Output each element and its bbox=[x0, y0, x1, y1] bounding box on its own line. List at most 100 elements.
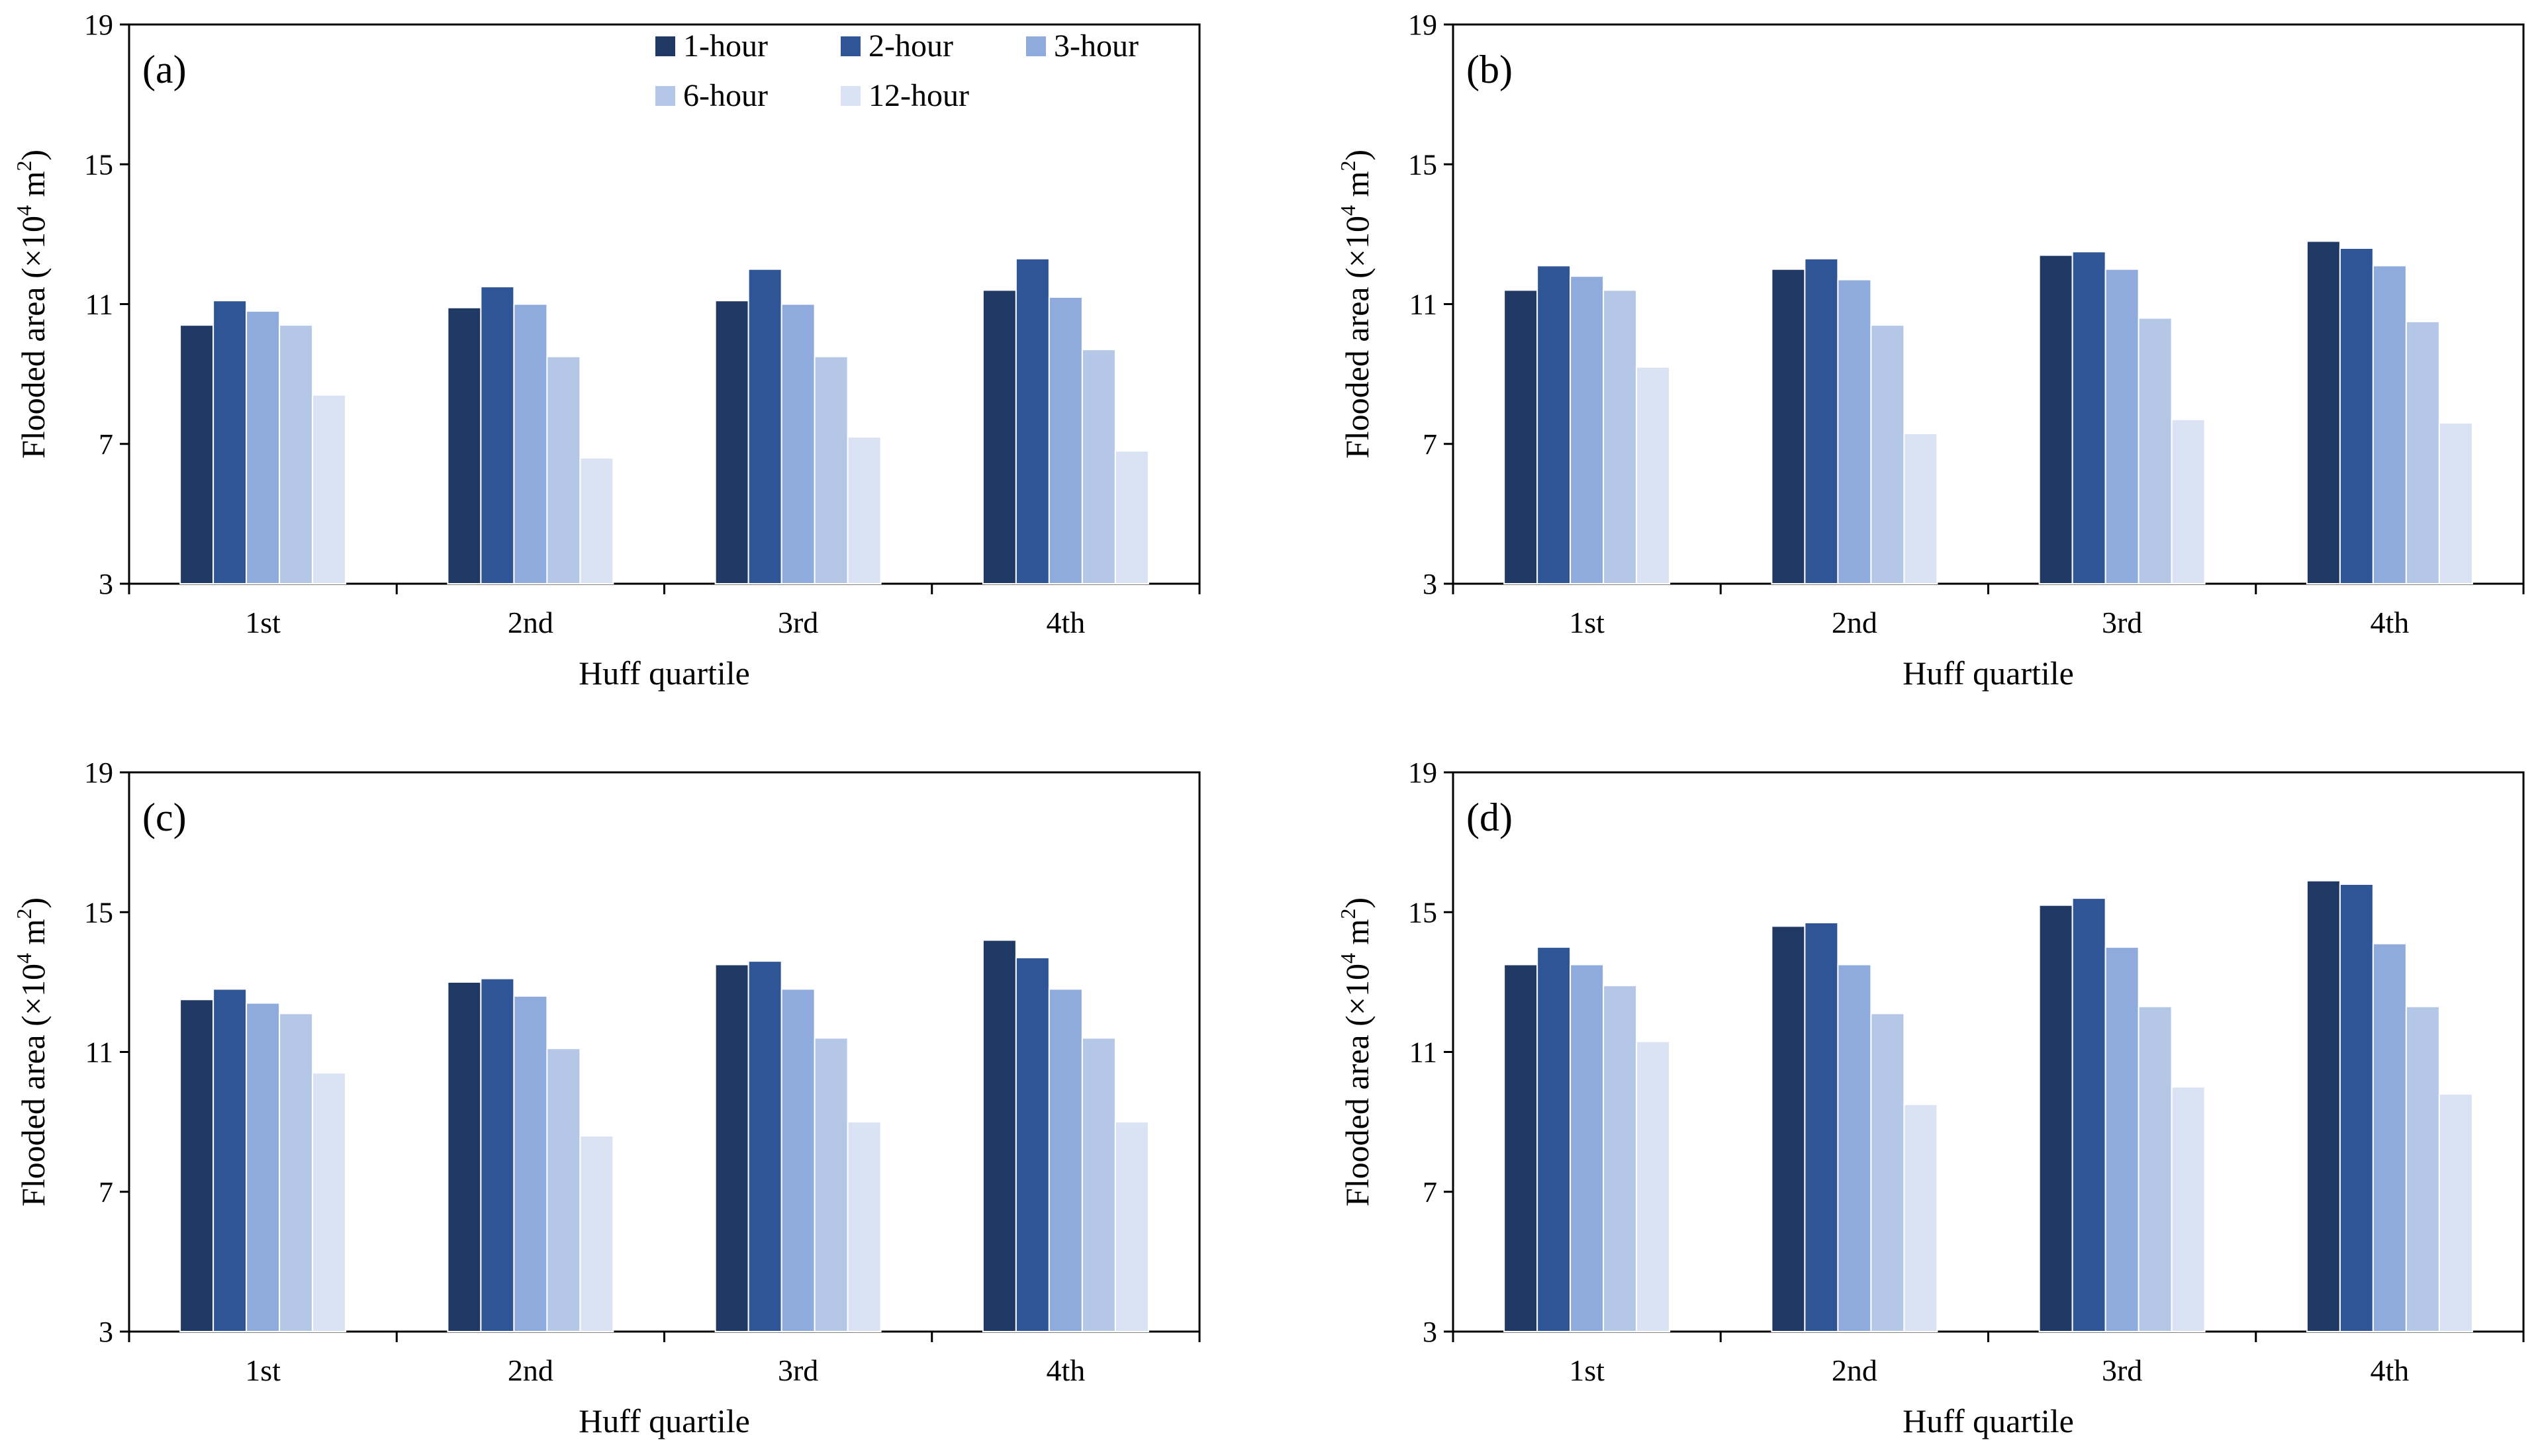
x-tick-label: 4th bbox=[2370, 606, 2409, 639]
y-axis-title-part: ) bbox=[1339, 897, 1376, 909]
x-tick-label: 2nd bbox=[1832, 1353, 1877, 1387]
bar-1-hour-4th bbox=[982, 289, 1017, 584]
bar-1-hour-3rd bbox=[2038, 904, 2073, 1332]
bar-2-hour-2nd bbox=[1804, 257, 1839, 584]
bar-1-hour-4th bbox=[2306, 240, 2341, 584]
y-axis-title-part: m bbox=[1339, 171, 1376, 206]
bar-1-hour-1st bbox=[1503, 289, 1538, 584]
bar-2-hour-2nd bbox=[480, 978, 515, 1332]
x-tick-label: 2nd bbox=[1832, 606, 1877, 639]
bar-12-hour-3rd bbox=[2171, 1086, 2206, 1332]
y-tick-label: 19 bbox=[84, 756, 113, 789]
y-tick-label: 19 bbox=[1408, 9, 1437, 41]
panel-label: (a) bbox=[142, 48, 187, 91]
legend-swatch-1-hour bbox=[655, 36, 675, 56]
y-axis-title-part: Flooded area (×10 bbox=[15, 964, 52, 1206]
legend-label-3-hour: 3-hour bbox=[1054, 28, 1139, 64]
bar-12-hour-2nd bbox=[1903, 432, 1938, 584]
bar-6-hour-3rd bbox=[2138, 1005, 2173, 1332]
x-tick-label: 1st bbox=[1569, 1353, 1605, 1387]
y-tick-label: 15 bbox=[84, 148, 113, 181]
bar-6-hour-1st bbox=[1603, 289, 1638, 584]
bar-1-hour-3rd bbox=[714, 300, 749, 584]
bar-2-hour-1st bbox=[1536, 265, 1572, 584]
y-tick-label: 11 bbox=[85, 289, 113, 321]
bar-3-hour-3rd bbox=[2104, 946, 2140, 1332]
bar-6-hour-4th bbox=[1081, 349, 1116, 584]
bar-3-hour-4th bbox=[1048, 988, 1083, 1332]
x-tick-label: 1st bbox=[245, 606, 281, 639]
y-axis-title-part: 2 bbox=[1336, 161, 1360, 171]
bar-1-hour-3rd bbox=[2038, 254, 2073, 584]
y-tick-label: 3 bbox=[99, 1316, 113, 1348]
bar-6-hour-4th bbox=[2405, 1005, 2440, 1332]
bar-6-hour-2nd bbox=[1870, 324, 1905, 584]
y-axis-title-part: 4 bbox=[12, 205, 36, 216]
x-tick-label: 1st bbox=[245, 1353, 281, 1387]
bar-12-hour-3rd bbox=[2171, 418, 2206, 584]
y-axis-title: Flooded area (×104 m2) bbox=[12, 897, 52, 1206]
y-axis-title: Flooded area (×104 m2) bbox=[12, 150, 52, 459]
bar-3-hour-4th bbox=[2372, 942, 2407, 1332]
bar-6-hour-1st bbox=[279, 324, 314, 584]
legend-label-1-hour: 1-hour bbox=[683, 28, 768, 64]
bar-12-hour-4th bbox=[2438, 1093, 2473, 1332]
y-axis-title-part: 4 bbox=[1336, 205, 1360, 216]
chart-panel-2: 3 7 11 15 19 1st 2nd 3rd 4th Huff quartile Flooded… bbox=[1336, 9, 2525, 692]
y-tick-label: 11 bbox=[1409, 1036, 1437, 1069]
bar-2-hour-3rd bbox=[2071, 897, 2106, 1332]
bar-1-hour-1st bbox=[179, 324, 214, 584]
bar-1-hour-1st bbox=[1503, 964, 1538, 1332]
x-tick-label: 3rd bbox=[778, 606, 818, 639]
bar-3-hour-1st bbox=[246, 310, 281, 584]
legend-swatch-6-hour bbox=[655, 86, 675, 106]
bar-1-hour-2nd bbox=[447, 981, 482, 1332]
bar-3-hour-1st bbox=[246, 1002, 281, 1332]
bar-2-hour-1st bbox=[212, 988, 248, 1332]
bar-3-hour-1st bbox=[1570, 964, 1605, 1332]
y-tick-label: 7 bbox=[1423, 428, 1437, 461]
y-axis-title: Flooded area (×104 m2) bbox=[1336, 150, 1376, 459]
y-axis-title-part: ) bbox=[1339, 150, 1376, 161]
bar-1-hour-4th bbox=[982, 939, 1017, 1332]
bar-1-hour-3rd bbox=[714, 964, 749, 1332]
bar-6-hour-3rd bbox=[814, 1037, 849, 1332]
y-axis-title-part: 2 bbox=[12, 161, 36, 171]
y-tick-label: 15 bbox=[84, 896, 113, 929]
y-axis-title-part: m bbox=[15, 919, 52, 954]
y-tick-label: 3 bbox=[1423, 1316, 1437, 1348]
bar-12-hour-1st bbox=[312, 394, 347, 584]
bar-12-hour-3rd bbox=[847, 1121, 882, 1332]
x-tick-label: 2nd bbox=[508, 1353, 553, 1387]
bar-6-hour-1st bbox=[279, 1013, 314, 1332]
chart-panel-1: 3 7 11 15 19 1st 2nd 3rd 4th Huff quartile Flooded… bbox=[12, 9, 1201, 692]
bar-2-hour-2nd bbox=[1804, 922, 1839, 1332]
legend-swatch-12-hour bbox=[841, 86, 861, 106]
bar-1-hour-2nd bbox=[447, 306, 482, 584]
bar-12-hour-4th bbox=[1114, 1121, 1149, 1332]
bar-12-hour-3rd bbox=[847, 436, 882, 584]
legend-swatch-2-hour bbox=[841, 36, 861, 56]
x-tick-label: 2nd bbox=[508, 606, 553, 639]
bar-12-hour-4th bbox=[2438, 422, 2473, 584]
bar-3-hour-2nd bbox=[1837, 964, 1872, 1332]
bar-3-hour-2nd bbox=[513, 303, 548, 584]
bar-1-hour-4th bbox=[2306, 880, 2341, 1332]
y-tick-label: 15 bbox=[1408, 896, 1437, 929]
legend: 1-hour 2-hour 3-hour 6-hour 12-hour bbox=[655, 28, 1139, 113]
bar-2-hour-4th bbox=[1015, 257, 1050, 584]
y-tick-label: 19 bbox=[1408, 756, 1437, 789]
y-axis-title-part: Flooded area (×10 bbox=[1339, 964, 1376, 1206]
bar-1-hour-1st bbox=[179, 999, 214, 1332]
y-tick-label: 11 bbox=[85, 1036, 113, 1069]
y-tick-label: 11 bbox=[1409, 289, 1437, 321]
bar-1-hour-2nd bbox=[1771, 268, 1806, 584]
legend-swatch-3-hour bbox=[1026, 36, 1046, 56]
x-axis-title: Huff quartile bbox=[579, 655, 750, 692]
bar-2-hour-1st bbox=[212, 300, 248, 584]
y-tick-label: 15 bbox=[1408, 148, 1437, 181]
x-tick-label: 1st bbox=[1569, 606, 1605, 639]
y-axis-title-part: Flooded area (×10 bbox=[15, 216, 52, 459]
bar-6-hour-1st bbox=[1603, 985, 1638, 1332]
